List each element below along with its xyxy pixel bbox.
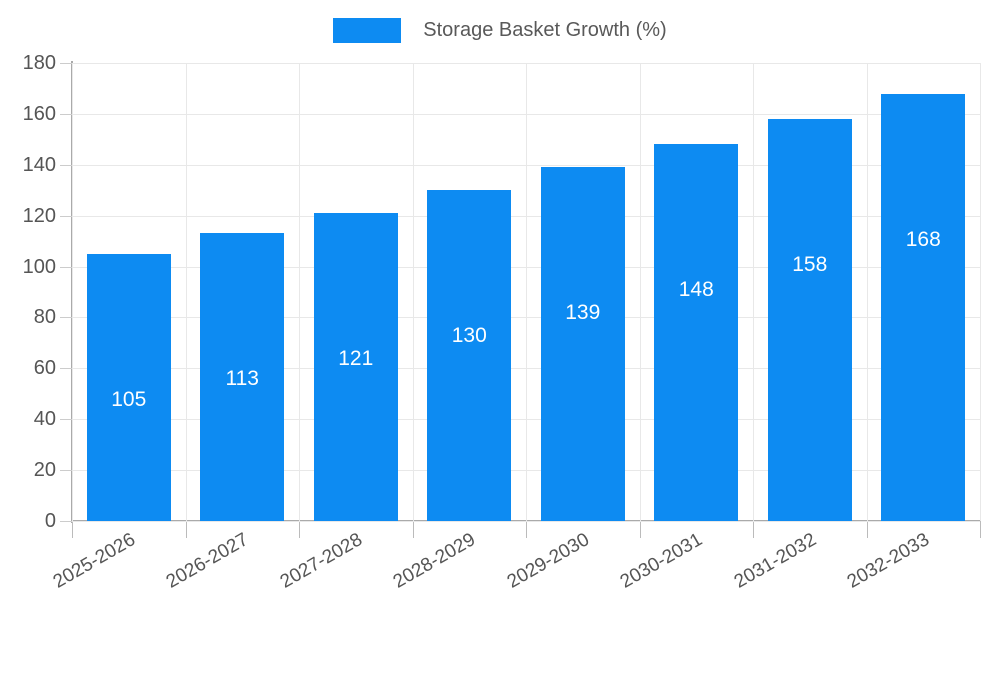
y-tick-label: 0 (44, 510, 56, 532)
bar-value-label: 148 (678, 278, 714, 302)
y-tick-mark (60, 266, 72, 268)
bar[interactable] (881, 93, 966, 521)
bar-value-label: 121 (338, 347, 374, 371)
x-tick-mark (186, 521, 187, 538)
legend-item-storage-basket-growth[interactable]: Storage Basket Growth (%) (333, 17, 667, 43)
gridline-vertical (299, 63, 300, 521)
y-tick-mark (60, 419, 72, 421)
chart-legend: Storage Basket Growth (%) (0, 12, 1000, 48)
y-tick-mark (60, 521, 72, 522)
bar[interactable] (200, 233, 285, 521)
y-tick-mark (60, 470, 72, 472)
bar[interactable] (313, 213, 398, 521)
x-tick-mark (867, 521, 868, 538)
bar[interactable] (540, 167, 625, 521)
bar-value-label: 158 (792, 252, 828, 276)
gridline-vertical (413, 63, 414, 521)
gridline-vertical (980, 63, 981, 521)
x-tick-mark (980, 521, 981, 538)
x-tick-mark (413, 521, 414, 538)
bar[interactable] (427, 190, 512, 521)
bar-value-label: 105 (111, 387, 147, 411)
bar-chart: Storage Basket Growth (%) 0 20 40 60 80 100 12… (0, 12, 1000, 593)
x-tick-mark (72, 521, 73, 538)
y-tick-mark (60, 164, 72, 166)
gridline-vertical (753, 63, 754, 521)
y-tick-label: 100 (22, 255, 56, 278)
gridline-vertical (186, 63, 187, 521)
y-tick-label: 60 (33, 357, 56, 380)
y-tick-mark (60, 368, 72, 370)
bar-value-label: 168 (905, 227, 941, 251)
plot-area: 105 113 121 130 139 148 158 168 (72, 63, 981, 522)
bar[interactable] (86, 253, 171, 521)
x-tick-mark (753, 521, 754, 538)
y-tick-label: 120 (22, 204, 56, 227)
y-tick-label: 40 (33, 408, 56, 431)
y-tick-mark (60, 215, 72, 217)
bar[interactable] (767, 118, 852, 521)
bar-value-label: 130 (451, 324, 487, 348)
gridline-vertical (867, 63, 868, 521)
y-tick-label: 20 (33, 459, 56, 482)
bar[interactable] (654, 144, 739, 521)
y-tick-label: 80 (33, 306, 56, 329)
y-tick-label: 180 (22, 52, 56, 74)
y-tick-mark (60, 63, 72, 64)
gridline-vertical (526, 63, 527, 521)
gridline-vertical (640, 63, 641, 521)
x-tick-mark (640, 521, 641, 538)
bar-value-label: 139 (565, 301, 601, 325)
legend-item-label: Storage Basket Growth (%) (423, 19, 667, 41)
legend-color-swatch (333, 17, 402, 43)
x-tick-mark (526, 521, 527, 538)
bar-value-label: 113 (225, 367, 259, 391)
gridline-vertical (72, 63, 73, 521)
y-tick-mark (60, 317, 72, 319)
y-tick-mark (60, 113, 72, 115)
y-tick-label: 160 (22, 102, 56, 125)
y-tick-label: 140 (22, 153, 56, 176)
gridline-horizontal (72, 521, 980, 522)
x-tick-mark (299, 521, 300, 538)
